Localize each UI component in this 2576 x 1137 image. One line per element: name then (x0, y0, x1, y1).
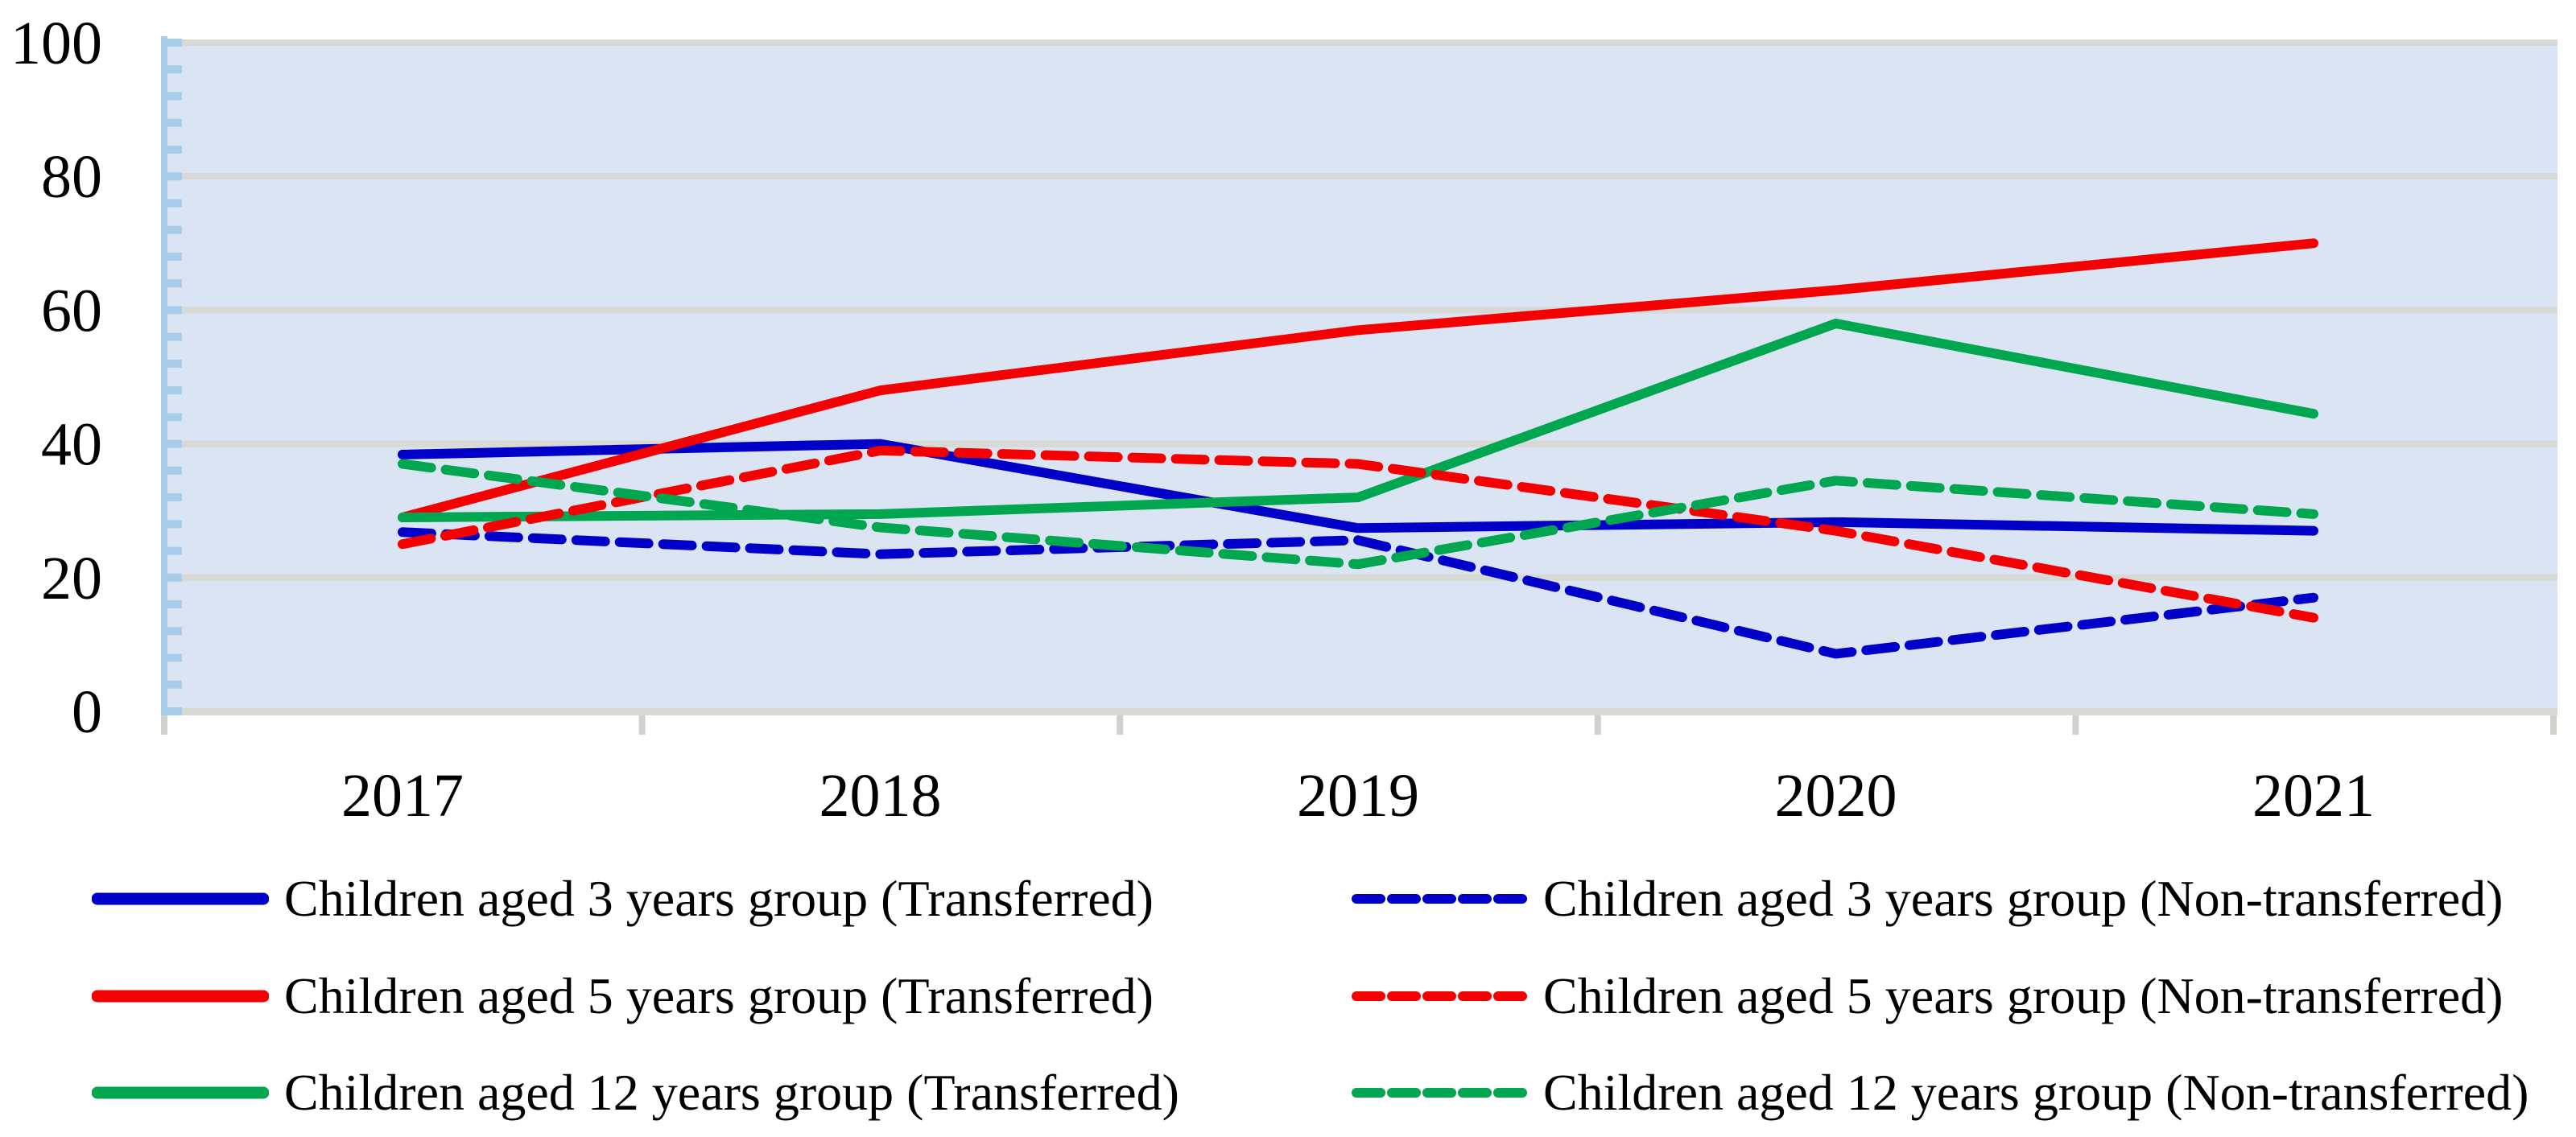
y-axis-tick-label: 100 (10, 10, 102, 77)
y-minor-tick (167, 92, 182, 101)
y-axis-tick-label: 20 (41, 545, 102, 612)
legend-swatch-solid-line (92, 892, 269, 905)
x-axis-category-label: 2020 (1775, 762, 1897, 830)
y-minor-tick (167, 546, 182, 555)
x-axis-tick (638, 715, 646, 735)
y-axis-tick-label: 80 (41, 143, 102, 211)
y-minor-tick (167, 118, 182, 127)
y-minor-tick (167, 413, 182, 422)
legend-label: Children aged 5 years group (Transferred… (284, 967, 1154, 1024)
series-line-3 (398, 527, 2318, 659)
y-minor-tick (167, 573, 182, 582)
x-axis-tick (161, 715, 167, 735)
x-axis-line (161, 708, 2557, 715)
legend-swatch-dashed-line (1352, 1088, 1527, 1098)
y-minor-tick (167, 199, 182, 208)
major-gridline (167, 39, 2557, 46)
y-minor-tick (167, 707, 182, 715)
x-axis-tick (2072, 715, 2079, 735)
legend-label: Children aged 3 years group (Non-transfe… (1543, 870, 2504, 927)
y-minor-tick (167, 172, 182, 181)
y-minor-tick (167, 359, 182, 368)
major-gridline (167, 440, 2557, 447)
legend-swatch-dashed-line (1352, 991, 1527, 1001)
y-axis-tick-label: 0 (72, 678, 102, 746)
y-minor-tick (167, 600, 182, 609)
y-minor-tick (167, 466, 182, 475)
series-line-0 (398, 439, 2318, 536)
y-axis-tick-label: 60 (41, 277, 102, 344)
y-minor-tick (167, 65, 182, 74)
y-minor-tick (167, 386, 182, 395)
legend-item: Children aged 5 years group (Transferred… (92, 962, 1154, 1030)
y-minor-tick (167, 145, 182, 154)
y-minor-tick (167, 680, 182, 689)
y-minor-tick (167, 252, 182, 261)
y-minor-tick (167, 225, 182, 234)
major-gridline (167, 307, 2557, 314)
series-line-2 (398, 319, 2318, 523)
major-gridline (167, 173, 2557, 180)
legend-label: Children aged 5 years group (Non-transfe… (1543, 967, 2504, 1024)
legend-item: Children aged 12 years group (Transferre… (92, 1059, 1179, 1127)
legend-label: Children aged 3 years group (Transferred… (284, 870, 1154, 927)
legend-swatch-solid-line (92, 990, 269, 1003)
legend-label: Children aged 12 years group (Non-transf… (1543, 1064, 2529, 1121)
y-minor-tick (167, 439, 182, 448)
major-gridline (167, 574, 2557, 581)
x-axis-tick (1594, 715, 1601, 735)
x-axis-category-label: 2019 (1297, 762, 1419, 830)
x-axis-category-label: 2021 (2252, 762, 2375, 830)
y-minor-tick (167, 627, 182, 636)
y-axis-line (161, 36, 167, 715)
legend-swatch-solid-line (92, 1086, 269, 1099)
series-line-5 (398, 459, 2318, 570)
y-minor-tick (167, 332, 182, 341)
legend-swatch-dashed-line (1352, 894, 1527, 904)
x-axis-category-label: 2018 (819, 762, 942, 830)
legend-item: Children aged 3 years group (Transferred… (92, 865, 1154, 933)
y-axis-tick-label: 40 (41, 411, 102, 479)
y-minor-tick (167, 493, 182, 502)
legend-item: Children aged 3 years group (Non-transfe… (1351, 865, 2503, 933)
y-minor-tick (167, 520, 182, 529)
x-axis-category-label: 2017 (341, 762, 464, 830)
series-line-1 (398, 238, 2318, 523)
plot-area-background (167, 43, 2557, 711)
y-minor-tick (167, 653, 182, 662)
y-minor-tick (167, 279, 182, 288)
series-line-4 (398, 445, 2318, 623)
y-minor-tick (167, 39, 182, 47)
x-axis-tick (2550, 715, 2557, 735)
legend-item: Children aged 5 years group (Non-transfe… (1351, 962, 2503, 1030)
legend-label: Children aged 12 years group (Transferre… (284, 1064, 1179, 1121)
y-minor-tick (167, 306, 182, 315)
legend-item: Children aged 12 years group (Non-transf… (1351, 1059, 2529, 1127)
x-axis-tick (1117, 715, 1124, 735)
